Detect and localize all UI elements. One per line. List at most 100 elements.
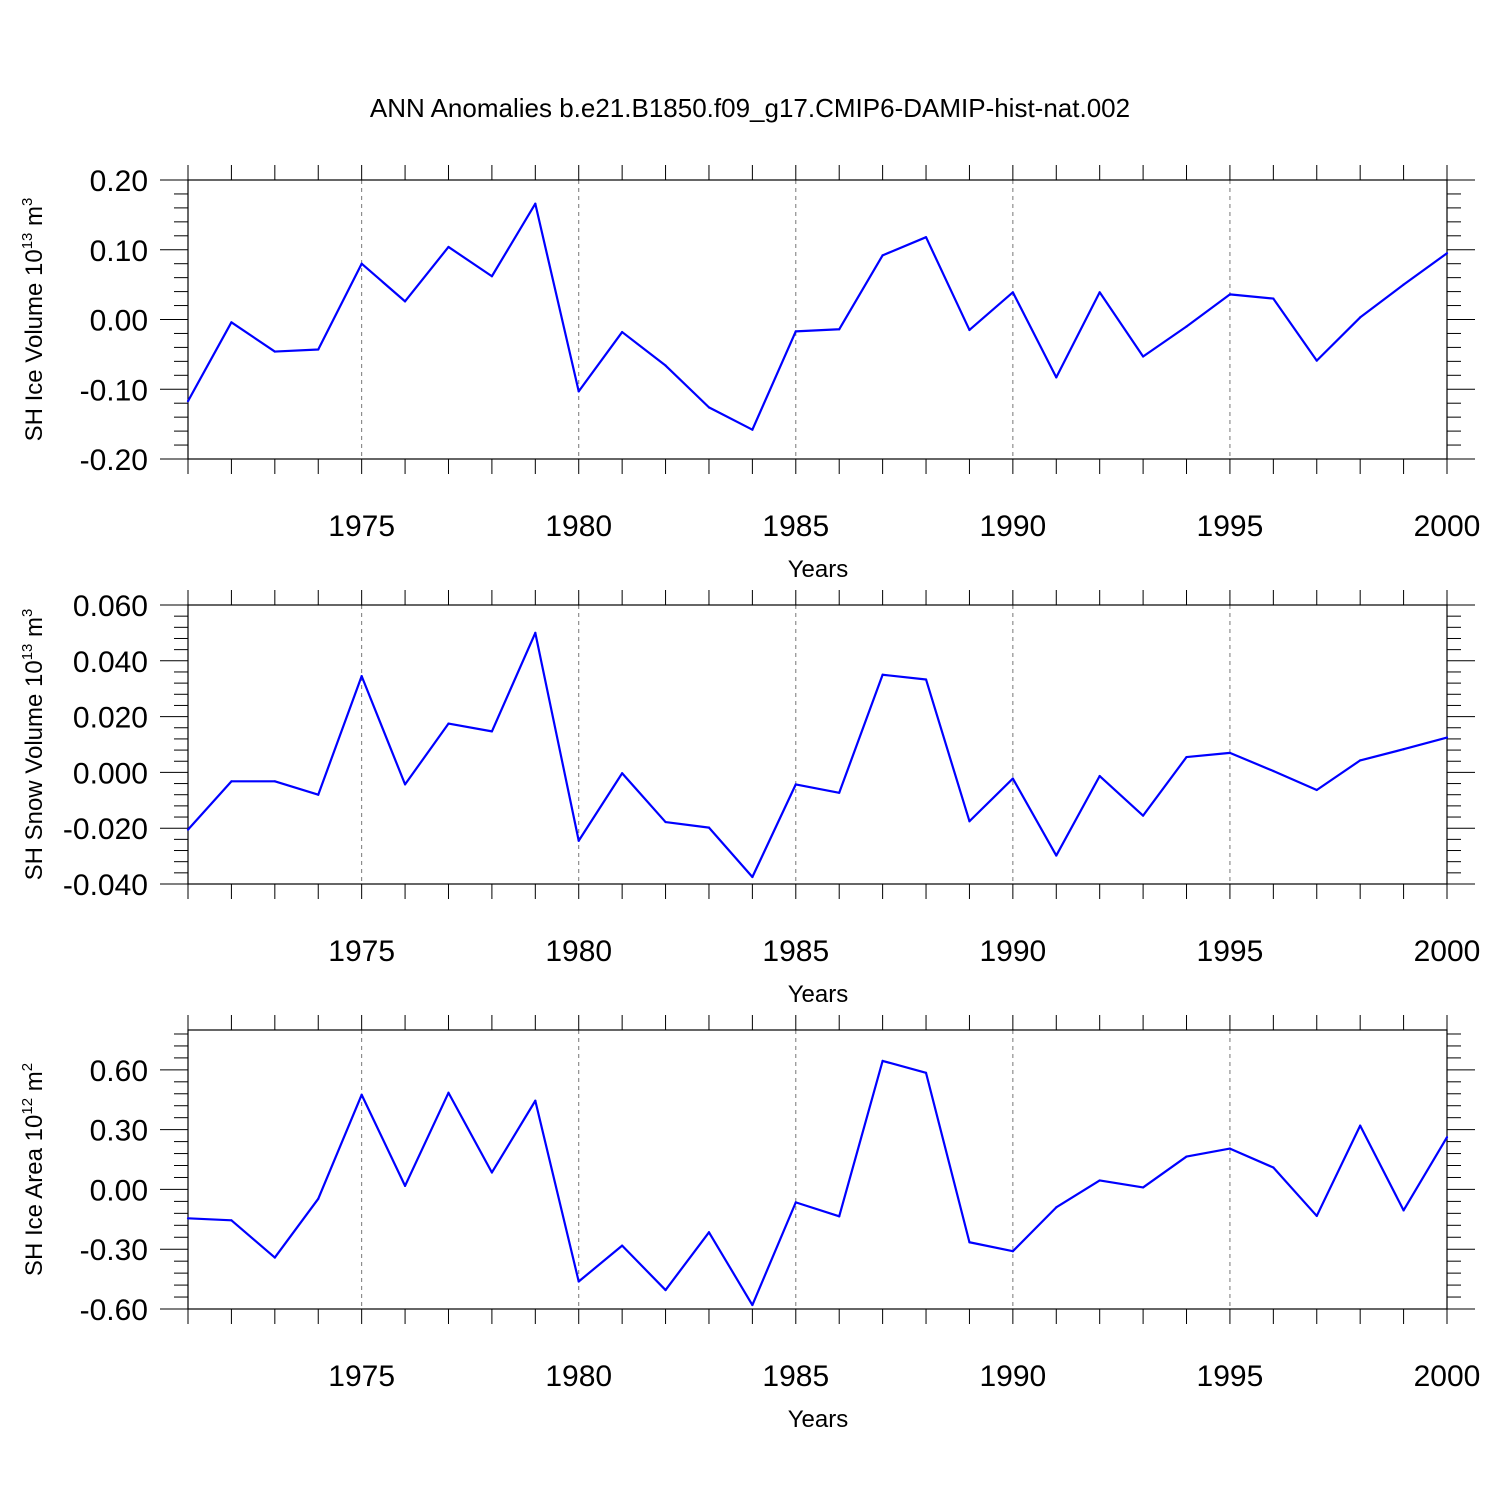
y-axis-label: SH Ice Area 1012 m2 bbox=[19, 1063, 48, 1276]
y-axis-label-part: SH Snow Volume 10 bbox=[21, 660, 48, 880]
data-point bbox=[838, 791, 841, 794]
data-point bbox=[1228, 293, 1232, 296]
data-point bbox=[534, 202, 537, 205]
data-point bbox=[1315, 788, 1318, 792]
data-point bbox=[1142, 1186, 1145, 1189]
data-point bbox=[1098, 774, 1101, 778]
panel-snow-volume: -0.040 -0.020 0.000 0.020 0.040 0.060 1975 1980… bbox=[19, 590, 1480, 1008]
data-point bbox=[924, 236, 928, 239]
plot-frame bbox=[187, 1029, 1448, 1310]
data-point bbox=[924, 1071, 928, 1074]
data-point bbox=[317, 793, 320, 796]
data-point bbox=[1272, 297, 1275, 300]
data-point bbox=[1445, 252, 1449, 255]
data-point bbox=[447, 1091, 450, 1094]
data-point bbox=[1228, 1147, 1232, 1150]
data-point bbox=[447, 245, 450, 249]
data-point bbox=[1315, 359, 1318, 362]
data-point bbox=[1142, 814, 1145, 817]
x-tick-label: 1990 bbox=[979, 510, 1046, 543]
y-axis-label-part: 3 bbox=[19, 198, 36, 206]
data-point bbox=[1011, 777, 1014, 780]
data-point bbox=[968, 1241, 971, 1244]
data-point bbox=[1402, 283, 1405, 286]
series-line bbox=[187, 202, 1448, 431]
data-point bbox=[230, 321, 233, 324]
y-tick-label: 0.20 bbox=[90, 165, 148, 198]
data-point bbox=[794, 330, 797, 333]
x-axis-label: Years bbox=[788, 1406, 849, 1433]
x-tick-label: 1975 bbox=[328, 935, 395, 968]
data-point bbox=[1359, 1124, 1362, 1127]
data-point bbox=[403, 783, 407, 786]
y-tick-label: 0.30 bbox=[90, 1115, 148, 1148]
data-point bbox=[403, 1184, 407, 1187]
data-point bbox=[1011, 1250, 1014, 1253]
x-tick-label: 1975 bbox=[328, 1360, 395, 1393]
data-point bbox=[1055, 854, 1058, 857]
data-point bbox=[490, 1171, 493, 1174]
data-point bbox=[577, 390, 580, 393]
series-line bbox=[187, 631, 1448, 879]
data-point bbox=[1402, 748, 1405, 751]
x-tick-label: 1990 bbox=[979, 1360, 1046, 1393]
x-tick-label: 1990 bbox=[979, 935, 1046, 968]
data-point bbox=[1445, 1136, 1449, 1139]
data-point bbox=[1185, 755, 1188, 759]
data-point bbox=[1055, 376, 1058, 379]
y-tick-label: 0.020 bbox=[73, 702, 148, 735]
data-point bbox=[881, 673, 884, 676]
data-point bbox=[577, 1280, 580, 1283]
data-point bbox=[1272, 1166, 1275, 1169]
data-point bbox=[707, 826, 711, 829]
y-axis-label: SH Ice Volume 1013 m3 bbox=[19, 198, 48, 442]
data-point bbox=[1185, 1155, 1188, 1158]
data-point bbox=[794, 783, 797, 786]
data-point bbox=[273, 1256, 276, 1259]
y-tick-label: 0.00 bbox=[90, 1174, 148, 1207]
y-tick-label: 0.00 bbox=[90, 305, 148, 338]
data-point bbox=[447, 722, 450, 725]
y-tick-label: 0.60 bbox=[90, 1055, 148, 1088]
y-axis-label-part: m bbox=[21, 206, 48, 233]
data-point bbox=[1272, 769, 1275, 773]
plot-frame bbox=[187, 604, 1448, 885]
data-point bbox=[621, 772, 624, 775]
y-tick-label: 0.060 bbox=[73, 590, 148, 623]
data-point bbox=[186, 828, 190, 831]
x-tick-label: 1975 bbox=[328, 510, 395, 543]
x-tick-label: 2000 bbox=[1414, 510, 1481, 543]
data-point bbox=[1055, 1206, 1058, 1209]
data-point bbox=[881, 1059, 884, 1062]
y-tick-label: -0.020 bbox=[63, 813, 148, 846]
data-point bbox=[360, 262, 363, 265]
data-point bbox=[751, 1303, 754, 1307]
data-point bbox=[794, 1201, 797, 1204]
x-axis-label: Years bbox=[788, 556, 849, 583]
x-axis-label: Years bbox=[788, 981, 849, 1008]
y-tick-label: -0.60 bbox=[80, 1294, 148, 1327]
x-tick-label: 1985 bbox=[762, 935, 829, 968]
y-tick-label: 0.000 bbox=[73, 757, 148, 790]
y-axis-label: SH Snow Volume 1013 m3 bbox=[19, 609, 48, 881]
panel-ice-volume: -0.20 -0.10 0.00 0.10 0.20 1975 1980 1985 1990 19… bbox=[19, 165, 1480, 583]
data-point bbox=[317, 1197, 320, 1200]
y-tick-label: -0.040 bbox=[63, 869, 148, 902]
data-point bbox=[751, 875, 754, 879]
series-line bbox=[187, 1059, 1448, 1307]
y-tick-label: 0.040 bbox=[73, 646, 148, 679]
data-point bbox=[1098, 1179, 1101, 1182]
data-point bbox=[664, 364, 667, 367]
data-point bbox=[707, 406, 711, 409]
x-tick-label: 1985 bbox=[762, 510, 829, 543]
data-point bbox=[838, 1215, 841, 1218]
data-point bbox=[621, 330, 624, 334]
data-point bbox=[968, 820, 971, 823]
data-point bbox=[664, 1288, 667, 1292]
y-axis-label-part: 12 bbox=[19, 1098, 36, 1115]
y-tick-label: 0.10 bbox=[90, 235, 148, 268]
y-axis-label-part: 13 bbox=[19, 644, 36, 661]
data-point bbox=[360, 1093, 363, 1096]
x-tick-label: 1980 bbox=[545, 1360, 612, 1393]
